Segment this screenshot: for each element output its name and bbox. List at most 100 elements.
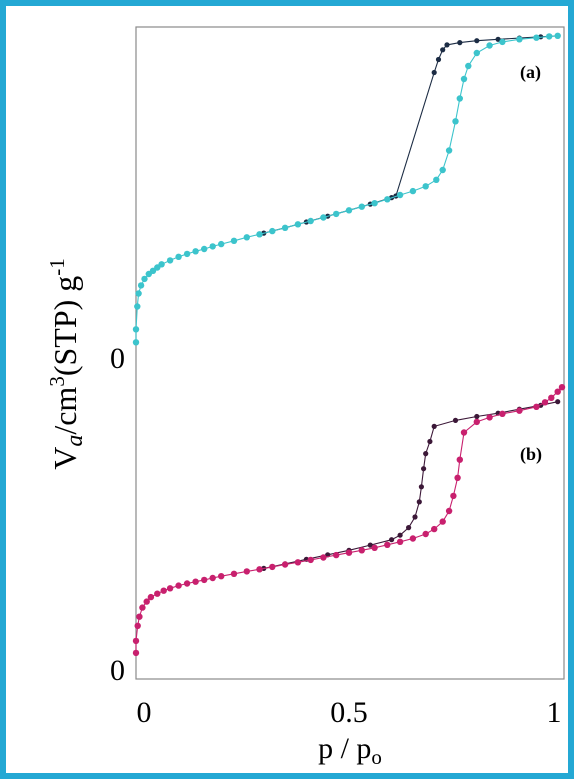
panel-a-adsorption-point — [137, 282, 145, 289]
panel-b-adsorption-point — [460, 429, 468, 436]
panel-b-adsorption-point — [143, 598, 150, 605]
panel-a-adsorption-point — [243, 234, 250, 241]
panel-b-desorption-point — [555, 399, 561, 405]
panel-a-adsorption-point — [320, 214, 327, 221]
panel-a-adsorption-line — [135, 35, 558, 343]
panel-a-adsorption-point — [445, 147, 453, 154]
panel-a-adsorption-point — [141, 275, 148, 283]
panel-a-adsorption-point — [465, 62, 472, 70]
panel-a-adsorption-point — [456, 95, 463, 102]
panel-a-adsorption-point — [433, 176, 440, 183]
x-axis-ticks: 0 0.5 1 — [137, 696, 562, 729]
x-tick-label: 0 — [137, 696, 152, 729]
x-axis-label: p / po — [318, 732, 382, 769]
panel-b-adsorption-point — [558, 384, 566, 391]
panel-b-zero-label: 0 — [110, 654, 125, 687]
panel-b-desorption-point — [367, 542, 373, 548]
panel-a-desorption-point — [444, 42, 450, 48]
y-axis-label-exponent: 3 — [45, 376, 69, 387]
panel-a-desorption-point — [440, 47, 446, 53]
panel-a-adsorption-point — [422, 183, 429, 190]
panel-a-adsorption-point — [132, 326, 140, 333]
panel-a-adsorption-point — [499, 38, 506, 46]
panel-b — [132, 384, 566, 657]
panel-b-adsorption-point — [473, 418, 480, 426]
panel-b-adsorption-point — [134, 622, 141, 629]
panel-b-desorption-point — [418, 484, 424, 490]
panel-b-adsorption-point — [256, 566, 263, 573]
panel-b-adsorption-point — [243, 568, 250, 575]
panel-a-adsorption-point — [439, 166, 446, 174]
panel-a-adsorption-point — [209, 243, 216, 250]
panel-b-adsorption-point — [201, 576, 208, 584]
panel-b-adsorption-line — [135, 386, 563, 653]
panel-a-adsorption-point — [269, 227, 276, 235]
panel-b-adsorption-point — [516, 407, 523, 414]
panel-b-adsorption-point — [192, 578, 199, 585]
panel-b-adsorption-point — [166, 585, 174, 592]
panel-a-adsorption-point — [358, 203, 365, 210]
x-axis-label-main: p / p — [318, 732, 371, 765]
panel-b-adsorption-point — [230, 570, 238, 577]
panel-b-adsorption-point — [136, 613, 143, 620]
panel-b-adsorption-point — [384, 541, 391, 548]
panel-b-adsorption-point — [422, 530, 429, 538]
panel-b-adsorption-point — [269, 563, 276, 571]
panel-a-adsorption-point — [218, 240, 225, 248]
y-axis-label-inverse: -1 — [45, 258, 69, 276]
plot-area-border — [135, 26, 565, 680]
panel-a-adsorption-point — [175, 253, 182, 260]
panel-b-adsorption-point — [454, 474, 461, 481]
panel-b-desorption-point — [427, 438, 433, 445]
panel-a-adsorption-point — [460, 75, 468, 83]
panel-a-adsorption-point — [533, 34, 540, 41]
panel-a-adsorption-point — [546, 33, 553, 40]
panel-b-desorption-point — [452, 417, 459, 423]
panel-a-desorption-point — [457, 40, 463, 46]
panel-b-adsorption-point — [160, 587, 167, 594]
panel-b-desorption-point — [406, 525, 412, 531]
panel-a-adsorption-point — [384, 196, 391, 203]
panel-b-adsorption-point — [456, 456, 463, 463]
panel-b-adsorption-point — [345, 549, 353, 556]
x-tick-label: 1 — [547, 696, 562, 729]
panel-a-adsorption-point — [396, 191, 404, 199]
panel-b-adsorption-point — [154, 590, 161, 597]
x-tick-label: 0.5 — [330, 696, 368, 729]
panel-b-adsorption-point — [445, 507, 453, 515]
panel-b-adsorption-point — [439, 518, 446, 525]
panel-b-adsorption-point — [209, 574, 216, 582]
y-axis-label: Va/cm3(STP) g-1 — [45, 258, 88, 470]
panel-a — [132, 32, 561, 346]
panel-b-adsorption-point — [183, 580, 191, 587]
panel-b-adsorption-point — [175, 582, 182, 589]
panel-a-adsorption-point — [132, 339, 140, 346]
y-axis-label-unit: /cm — [47, 387, 83, 435]
panel-b-adsorption-point — [218, 573, 225, 580]
panel-a-adsorption-point — [516, 36, 523, 43]
panel-a-adsorption-point — [409, 187, 417, 195]
y-axis-label-stp: (STP) g — [47, 276, 83, 376]
panel-b-desorption-point — [421, 466, 427, 472]
panel-a-adsorption-point — [135, 290, 142, 297]
panel-a-desorption-point — [435, 56, 442, 63]
panel-a-adsorption-point — [486, 42, 493, 49]
panel-a-adsorption-point — [158, 261, 165, 268]
panel-b-desorption-point — [431, 423, 437, 429]
panel-b-adsorption-point — [147, 593, 155, 601]
panel-b-adsorption-point — [139, 604, 146, 611]
panel-b-adsorption-point — [450, 492, 457, 500]
panel-b-adsorption-point — [499, 410, 506, 417]
panel-a-adsorption-point — [371, 200, 378, 207]
panel-a-desorption-point — [474, 38, 480, 44]
panel-b-adsorption-point — [132, 637, 140, 645]
panel-a-adsorption-point — [134, 303, 141, 310]
panel-b-adsorption-point — [307, 556, 314, 564]
panel-b-adsorption-point — [132, 649, 140, 657]
panel-b-adsorption-point — [320, 554, 327, 561]
panel-b-adsorption-point — [554, 388, 561, 395]
panel-b-desorption-point — [474, 413, 480, 420]
panel-a-adsorption-point — [345, 207, 353, 214]
panel-a-desorption-line — [263, 35, 558, 234]
